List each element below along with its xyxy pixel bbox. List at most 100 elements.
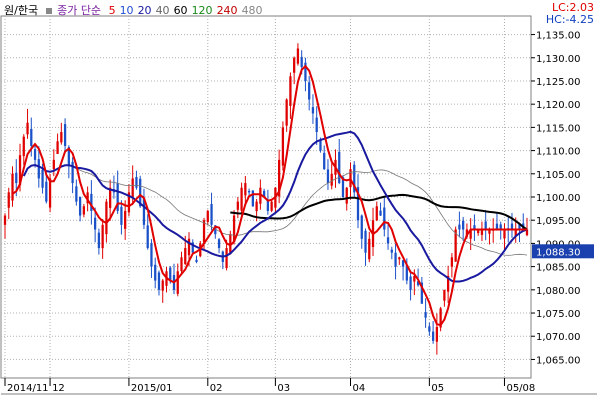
- candle-body: [435, 326, 439, 342]
- candle-body: [202, 220, 206, 243]
- candle-body: [157, 272, 161, 290]
- candle-body: [484, 221, 487, 230]
- candle-body: [127, 192, 131, 213]
- candle-body: [473, 225, 476, 230]
- candle-body: [97, 232, 101, 249]
- x-tick-label: 05: [431, 383, 444, 394]
- hc-readout: HC:-4.25: [545, 13, 594, 26]
- candle-body: [169, 267, 172, 281]
- chart-legend: 원/한국 종가 단순 5 10 20 40 60 120 240 480: [4, 2, 271, 18]
- candle-body: [398, 257, 401, 260]
- candle-body: [184, 248, 187, 264]
- x-tick-label: 02: [210, 383, 223, 394]
- candle-body: [431, 331, 435, 341]
- candle-body: [270, 201, 273, 211]
- x-tick-label: 2015/01: [131, 383, 173, 394]
- candle-body: [262, 190, 266, 197]
- candle-body: [416, 281, 420, 286]
- candle-body: [360, 215, 363, 239]
- candle-body: [247, 190, 251, 193]
- candle-body: [63, 124, 67, 146]
- candle-body: [454, 229, 457, 262]
- y-tick-label: 1,110.00: [536, 147, 581, 158]
- candle-body: [15, 172, 18, 184]
- candle-body: [101, 224, 104, 249]
- candle-body: [345, 187, 348, 204]
- candle-body: [244, 183, 247, 196]
- candle-body: [338, 151, 341, 184]
- candle-body: [52, 159, 55, 170]
- candle-body: [353, 164, 356, 193]
- candle-body: [22, 136, 25, 157]
- ma20-line: [22, 130, 528, 283]
- candle-body: [450, 257, 454, 267]
- candle-body: [146, 225, 149, 249]
- candle-body: [266, 199, 270, 211]
- x-tick-label: 05/08: [506, 383, 535, 394]
- candle-body: [518, 223, 521, 230]
- candle-body: [120, 206, 123, 225]
- candle-body: [383, 207, 386, 230]
- legend-period-240: 240: [216, 4, 238, 17]
- candle-body: [304, 62, 307, 81]
- candle-body: [124, 210, 127, 229]
- candle-body: [45, 181, 48, 202]
- candle-body: [206, 210, 209, 222]
- candle-body: [495, 223, 499, 230]
- candle-body: [240, 187, 243, 211]
- candle-body: [525, 229, 529, 236]
- y-tick-label: 1,100.00: [536, 193, 581, 204]
- y-tick-label: 1,130.00: [536, 54, 581, 65]
- candle-body: [154, 264, 157, 281]
- candle-body: [26, 122, 29, 135]
- candle-body: [75, 186, 78, 202]
- y-tick-label: 1,070.00: [536, 332, 581, 343]
- y-tick-label: 1,095.00: [536, 216, 581, 227]
- candle-body: [105, 201, 108, 235]
- candle-body: [82, 206, 85, 215]
- candle-body: [18, 155, 22, 186]
- legend-instrument: 원/한국: [4, 4, 39, 17]
- candle-body: [462, 220, 465, 230]
- candle-body: [3, 215, 7, 225]
- candle-body: [499, 224, 502, 230]
- y-tick-label: 1,115.00: [536, 123, 581, 134]
- candle-body: [135, 177, 138, 188]
- legend-period-60: 60: [173, 4, 188, 17]
- ma40-line: [42, 164, 528, 256]
- candle-body: [131, 178, 134, 198]
- y-tick-label: 1,080.00: [536, 286, 581, 297]
- candle-body: [405, 265, 408, 281]
- candle-body: [390, 249, 393, 253]
- candle-body: [428, 326, 431, 332]
- candle-body: [439, 308, 442, 328]
- legend-periods: 5 10 20 40 60 120 240 480: [109, 4, 267, 17]
- candle-body: [424, 312, 427, 318]
- legend-period-10: 10: [119, 4, 134, 17]
- candle-body: [161, 280, 164, 291]
- ma60-line: [230, 193, 528, 231]
- candle-body: [409, 276, 412, 290]
- candle-body: [293, 57, 296, 73]
- candle-body: [315, 117, 318, 133]
- candle-body: [368, 238, 371, 260]
- candle-body: [420, 282, 423, 304]
- candle-body: [67, 147, 70, 165]
- candle-body: [71, 161, 74, 184]
- candle-body: [413, 275, 416, 282]
- candle-body: [210, 204, 213, 225]
- x-tick-label: 12: [52, 383, 65, 394]
- candle-body: [285, 99, 288, 126]
- candle-body: [139, 178, 142, 207]
- candle-body: [7, 192, 10, 208]
- candle-body: [150, 243, 153, 267]
- legend-ma-label: 종가 단순: [57, 4, 102, 17]
- candle-body: [251, 190, 254, 207]
- candle-body: [349, 169, 352, 188]
- candle-body: [259, 187, 262, 204]
- candle-body: [330, 173, 333, 186]
- candle-body: [480, 229, 484, 235]
- candle-body: [191, 242, 194, 253]
